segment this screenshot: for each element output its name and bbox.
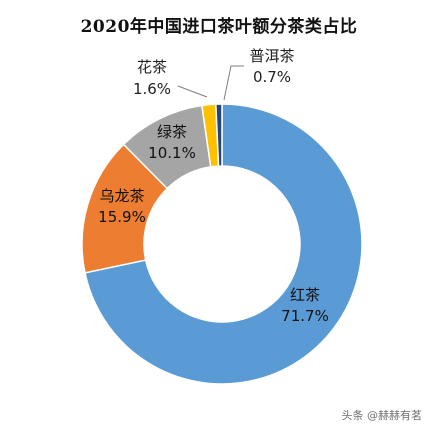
watermark: 头条 @赫赫有茗 — [341, 409, 423, 422]
donut-slice-5 — [215, 103, 223, 167]
slice-name-label: 绿茶 — [157, 123, 187, 141]
slice-value-label: 71.7% — [281, 307, 329, 325]
slice-value-label: 10.1% — [148, 144, 196, 162]
leader-line-4 — [177, 85, 208, 98]
slice-value-label: 0.7% — [253, 68, 291, 86]
slice-name-label: 红茶 — [290, 286, 320, 304]
chart-title: 2020年中国进口茶叶额分茶类占比 — [80, 17, 358, 37]
slice-name-label: 乌龙茶 — [99, 187, 144, 205]
leader-line-5 — [223, 65, 244, 101]
slice-value-label: 15.9% — [98, 208, 146, 226]
slice-name-label: 花茶 — [137, 58, 167, 76]
donut-slice-1 — [84, 103, 363, 385]
slice-value-label: 1.6% — [133, 80, 171, 98]
slice-name-label: 普洱茶 — [249, 47, 294, 65]
